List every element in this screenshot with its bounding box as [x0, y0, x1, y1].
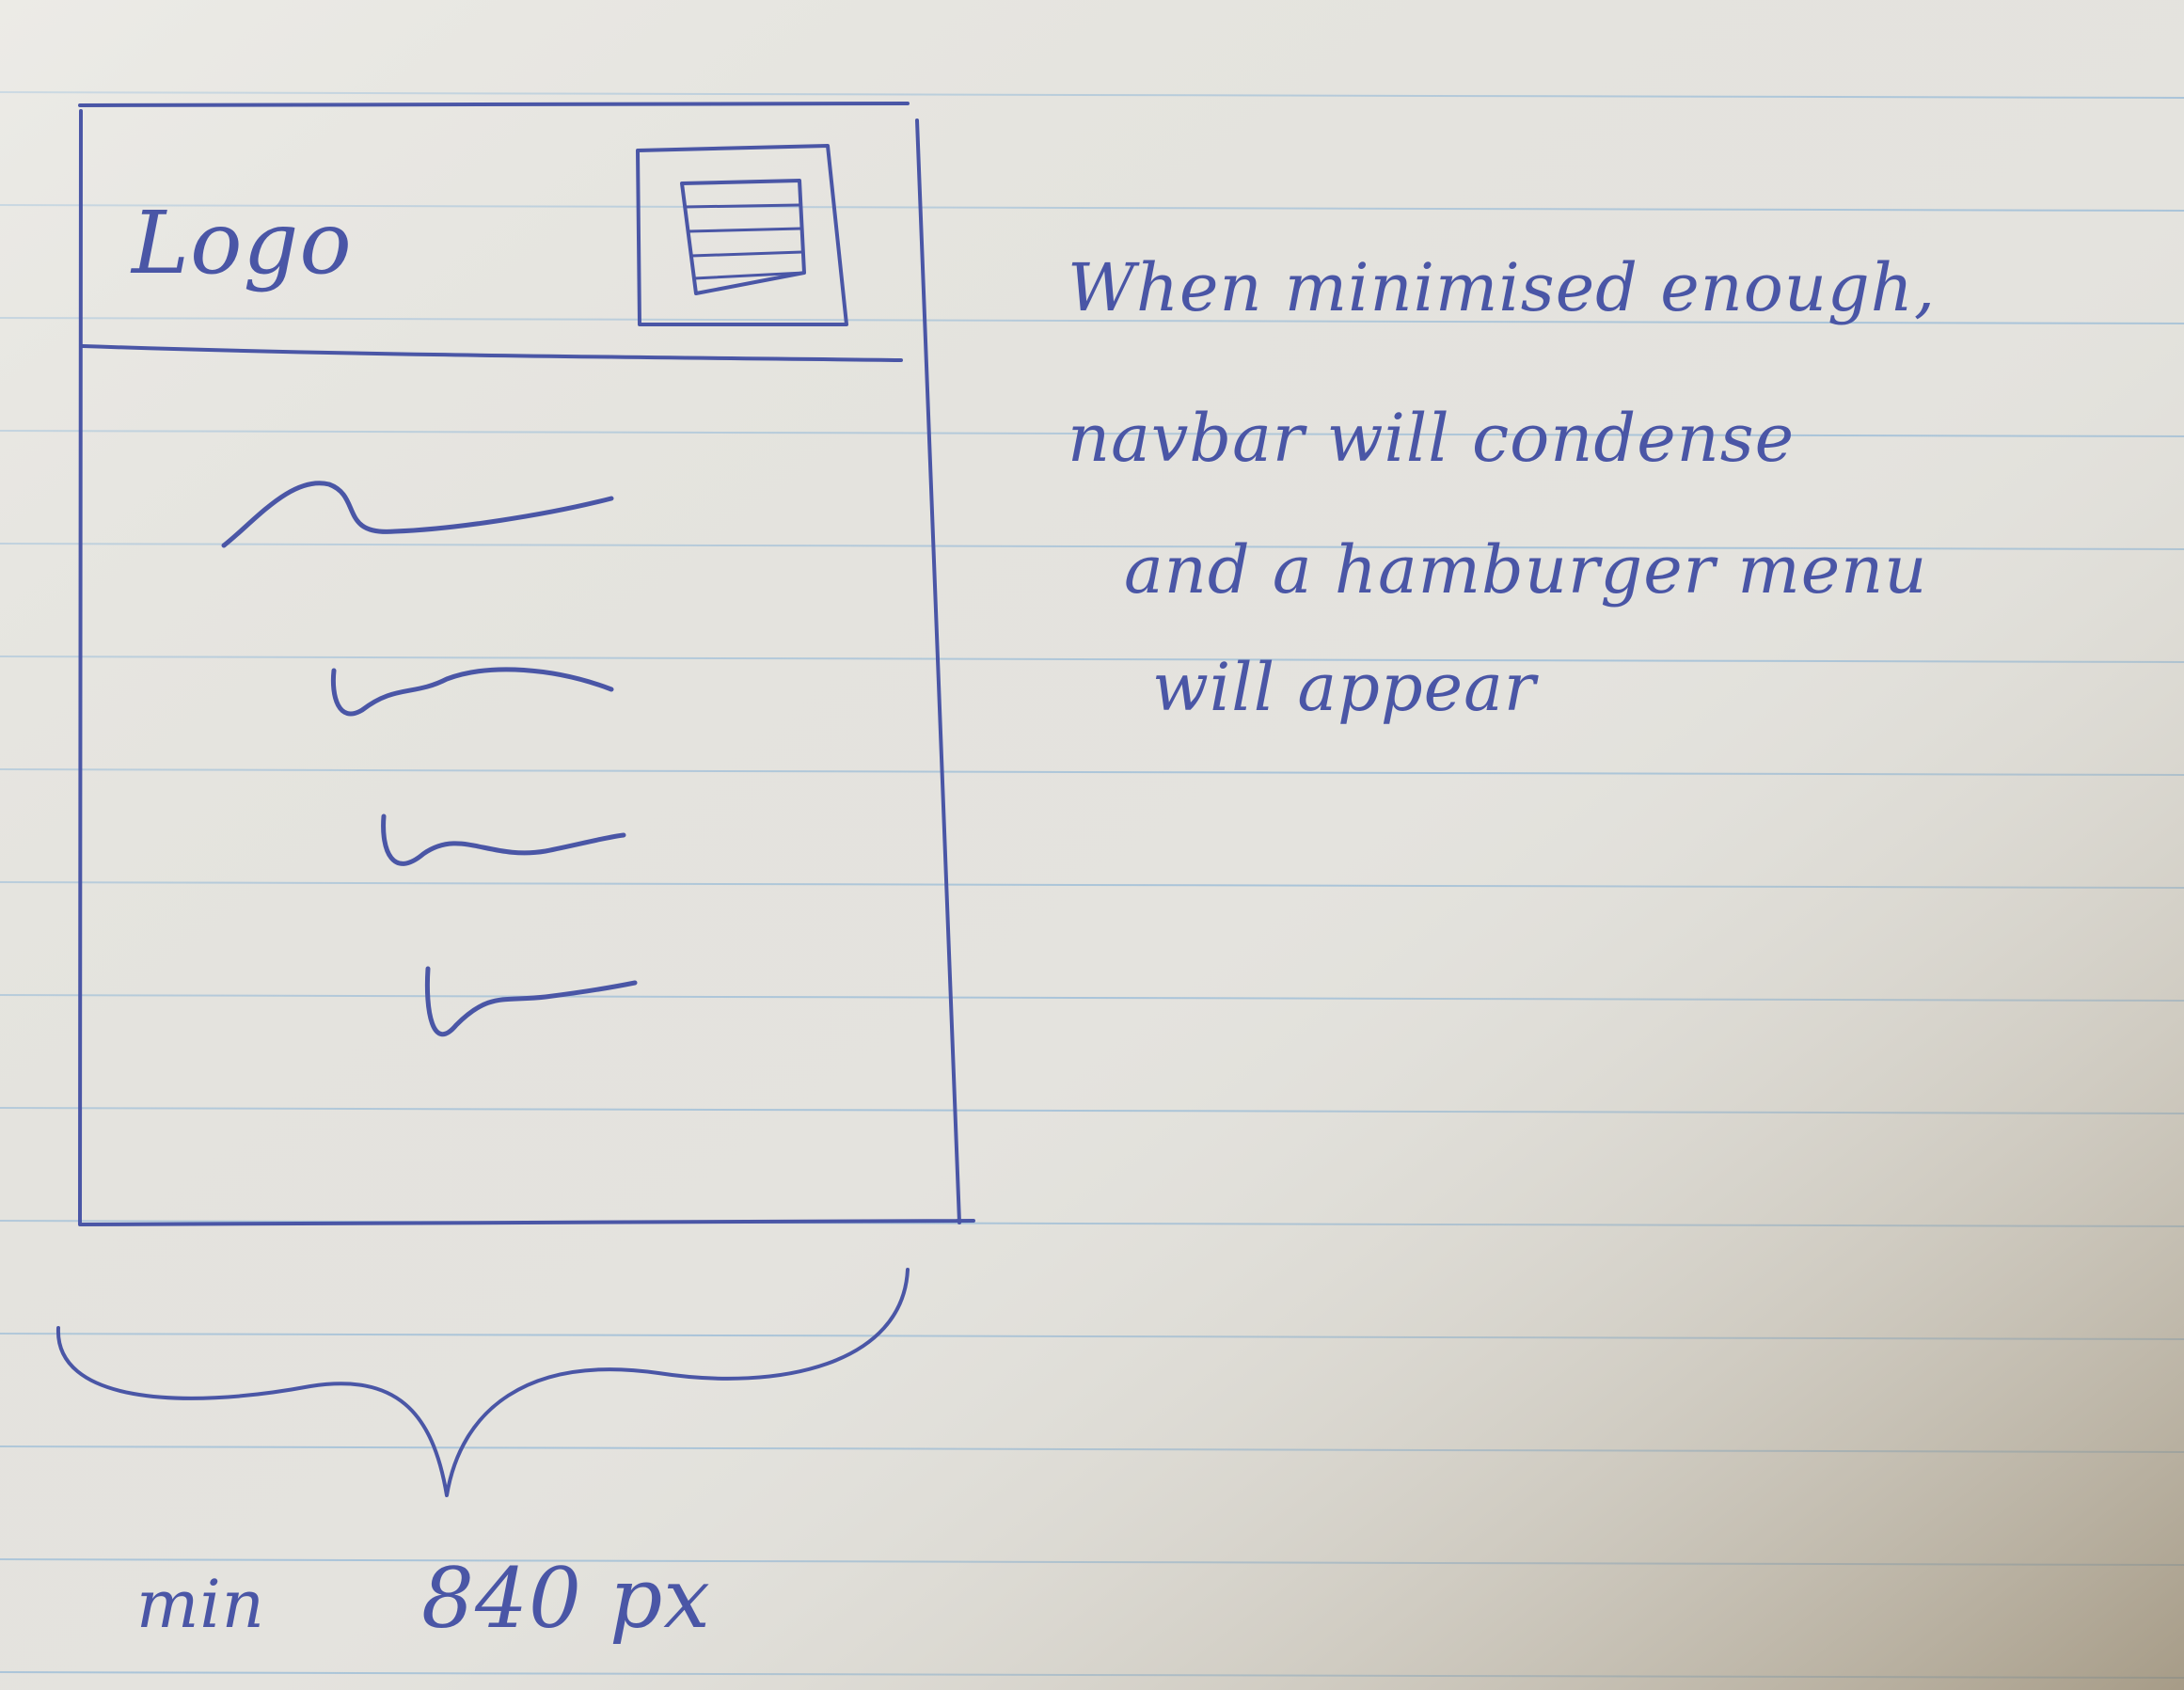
hamburger-menu-icon[interactable] [636, 144, 848, 326]
menu-item-2 [330, 667, 614, 717]
menu-items [221, 481, 638, 1037]
menu-item-3 [381, 813, 626, 866]
menu-item-4 [424, 966, 638, 1037]
navbar-divider [81, 344, 903, 362]
phone-frame [78, 102, 975, 1226]
logo-text: Logo [132, 193, 353, 293]
note-line: When minimised enough, [1068, 249, 1937, 326]
note-line: and a hamburger menu [1124, 531, 1928, 608]
min-width-prefix: min [136, 1566, 265, 1643]
note-line: navbar will condense [1068, 400, 1796, 477]
note-line: will appear [1152, 649, 1537, 726]
width-brace [55, 1268, 910, 1497]
menu-item-1 [221, 481, 614, 548]
min-width-value: 840 px [421, 1550, 711, 1647]
